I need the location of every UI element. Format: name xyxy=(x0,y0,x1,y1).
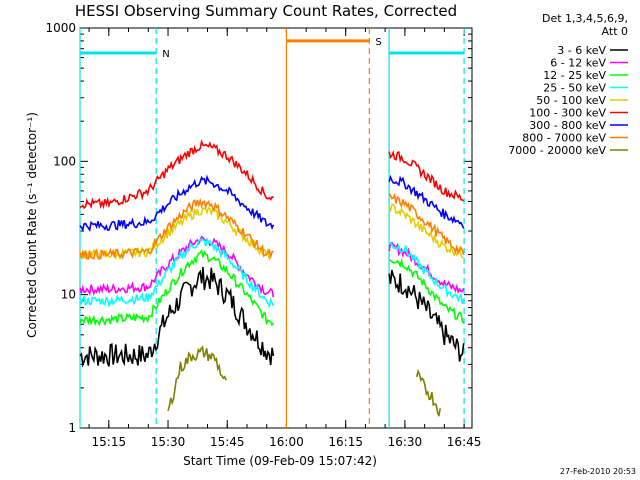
series-line xyxy=(388,150,465,202)
legend-label: 300 - 800 keV xyxy=(529,119,606,132)
legend-label: 100 - 300 keV xyxy=(529,107,606,120)
series-line xyxy=(79,235,275,298)
series-line xyxy=(388,192,465,256)
x-tick-label: 16:45 xyxy=(447,435,482,449)
series-line xyxy=(167,345,227,412)
plot-frame xyxy=(79,27,473,429)
legend-label: 800 - 7000 keV xyxy=(522,132,606,145)
x-tick-label: 16:15 xyxy=(328,435,363,449)
series-line xyxy=(79,139,274,210)
series-line xyxy=(79,237,275,309)
y-tick-label: 1 xyxy=(68,421,76,435)
legend-label: 6 - 12 keV xyxy=(550,57,606,70)
series-line xyxy=(79,266,275,368)
y-tick-label: 100 xyxy=(53,154,76,168)
series-line xyxy=(79,248,275,327)
legend-label: 3 - 6 keV xyxy=(557,44,606,57)
x-tick-label: 15:30 xyxy=(151,435,186,449)
legend-label: 7000 - 20000 keV xyxy=(508,144,606,157)
series-line xyxy=(388,174,465,229)
x-axis-label: Start Time (09-Feb-09 15:07:42) xyxy=(183,454,377,468)
saa-marker-label: S xyxy=(375,37,381,48)
series-line xyxy=(79,174,275,233)
chart-title: HESSI Observing Summary Count Rates, Cor… xyxy=(75,2,457,20)
x-tick-label: 16:00 xyxy=(269,435,304,449)
footer-date: 27-Feb-2010 20:53 xyxy=(560,467,636,476)
y-axis-label: Corrected Count Rate (s⁻¹ detector⁻¹) xyxy=(25,112,39,338)
legend-label: 25 - 50 keV xyxy=(543,82,606,95)
series-line xyxy=(388,257,465,324)
series-line xyxy=(388,241,465,304)
x-tick-label: 15:45 xyxy=(210,435,245,449)
series-line xyxy=(415,368,441,417)
series-line xyxy=(388,241,465,295)
legend-header-line-2: Att 0 xyxy=(602,25,628,38)
x-tick-label: 15:15 xyxy=(92,435,127,449)
legend-header-line-1: Det 1,3,4,5,6,9, xyxy=(542,12,628,25)
series-line xyxy=(388,269,465,362)
y-tick-label: 1000 xyxy=(45,21,76,35)
legend-label: 12 - 25 keV xyxy=(543,69,606,82)
legend-label: 50 - 100 keV xyxy=(536,94,606,107)
series-line xyxy=(79,197,274,261)
y-tick-label: 10 xyxy=(61,288,76,302)
x-tick-label: 16:30 xyxy=(388,435,423,449)
night-marker-label: N xyxy=(162,49,169,60)
